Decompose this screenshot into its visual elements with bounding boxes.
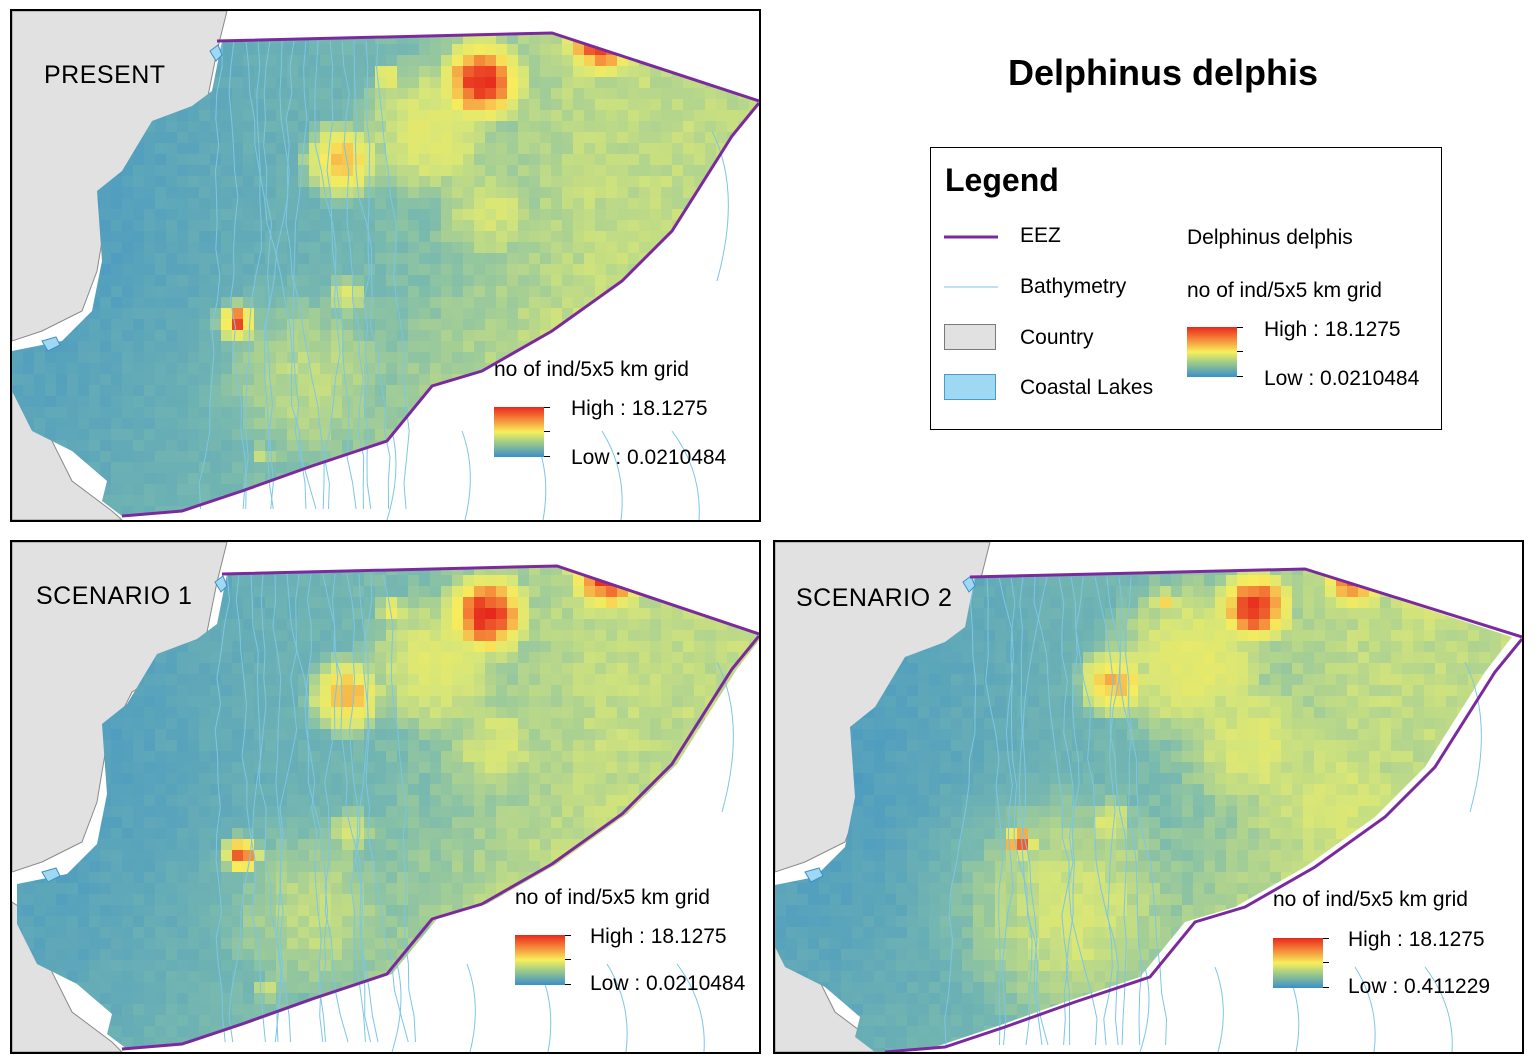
- country-fill-swatch: [944, 324, 996, 350]
- legend-item-country: Country: [1020, 326, 1094, 349]
- legend-item-bathymetry: Bathymetry: [1020, 275, 1127, 298]
- coastal-lake-shape: [214, 575, 228, 593]
- map-panel-present: PRESENT no of ind/5x5 km grid High : 18.…: [10, 9, 761, 522]
- panel-legend-scenario2: no of ind/5x5 km grid High : 18.1275 Low…: [775, 542, 1522, 1052]
- panel-legend-present: no of ind/5x5 km grid High : 18.1275 Low…: [12, 11, 759, 520]
- coastal-lake-shape: [41, 336, 61, 352]
- bathymetry-line-swatch: [944, 286, 998, 288]
- color-ramp-present: [494, 407, 544, 457]
- eez-boundary: [216, 31, 759, 103]
- eez-boundary: [221, 564, 759, 636]
- legend-item-eez: EEZ: [1020, 224, 1061, 247]
- map-present: [12, 11, 759, 520]
- coastal-lake-shape: [41, 867, 61, 883]
- bathymetry-lines: [198, 40, 729, 520]
- coastal-lake-shape: [209, 44, 223, 62]
- bathymetry-lines: [214, 573, 734, 1052]
- legend-low-scenario2: Low : 0.411229: [1348, 975, 1491, 998]
- legend-title: Legend: [945, 162, 1059, 198]
- eez-line-swatch: [944, 235, 998, 239]
- color-ramp-scenario2: [1273, 938, 1323, 988]
- species-title: Delphinus delphis: [1008, 52, 1319, 93]
- map-legend: Legend EEZ Bathymetry Country Coastal La…: [930, 147, 1442, 430]
- legend-low: Low : 0.0210484: [1264, 367, 1420, 390]
- legend-species-name: Delphinus delphis: [1187, 226, 1353, 249]
- eez-boundary: [969, 567, 1522, 639]
- coastal-lake-shape: [962, 575, 976, 593]
- legend-unit-scenario1: no of ind/5x5 km grid: [515, 886, 710, 909]
- legend-high-scenario2: High : 18.1275: [1348, 928, 1485, 951]
- map-panel-scenario1: SCENARIO 1 no of ind/5x5 km grid High : …: [10, 540, 761, 1054]
- coastal-lakes-fill-swatch: [944, 374, 996, 400]
- eez-boundary: [884, 638, 1522, 1052]
- legend-low-scenario1: Low : 0.0210484: [590, 972, 746, 995]
- legend-unit-scenario2: no of ind/5x5 km grid: [1273, 888, 1468, 911]
- color-ramp-scenario1: [515, 935, 565, 985]
- legend-low-present: Low : 0.0210484: [571, 446, 727, 469]
- legend-unit-present: no of ind/5x5 km grid: [494, 358, 689, 381]
- panel-legend-scenario1: no of ind/5x5 km grid High : 18.1275 Low…: [12, 542, 759, 1052]
- legend-high: High : 18.1275: [1264, 318, 1401, 341]
- legend-color-ramp: [1187, 327, 1237, 377]
- legend-high-present: High : 18.1275: [571, 397, 708, 420]
- map-scenario2: [775, 542, 1522, 1052]
- map-scenario1: [12, 542, 759, 1052]
- map-panel-scenario2: SCENARIO 2 no of ind/5x5 km grid High : …: [773, 540, 1524, 1054]
- panel-label-scenario2: SCENARIO 2: [796, 584, 953, 612]
- eez-boundary: [121, 102, 759, 518]
- coastal-lake-shape: [804, 867, 824, 883]
- legend-item-coastal-lakes: Coastal Lakes: [1020, 376, 1154, 399]
- legend-unit: no of ind/5x5 km grid: [1187, 279, 1382, 302]
- legend-high-scenario1: High : 18.1275: [590, 925, 727, 948]
- eez-boundary: [121, 635, 759, 1051]
- panel-label-scenario1: SCENARIO 1: [36, 582, 193, 610]
- panel-label-present: PRESENT: [44, 61, 166, 89]
